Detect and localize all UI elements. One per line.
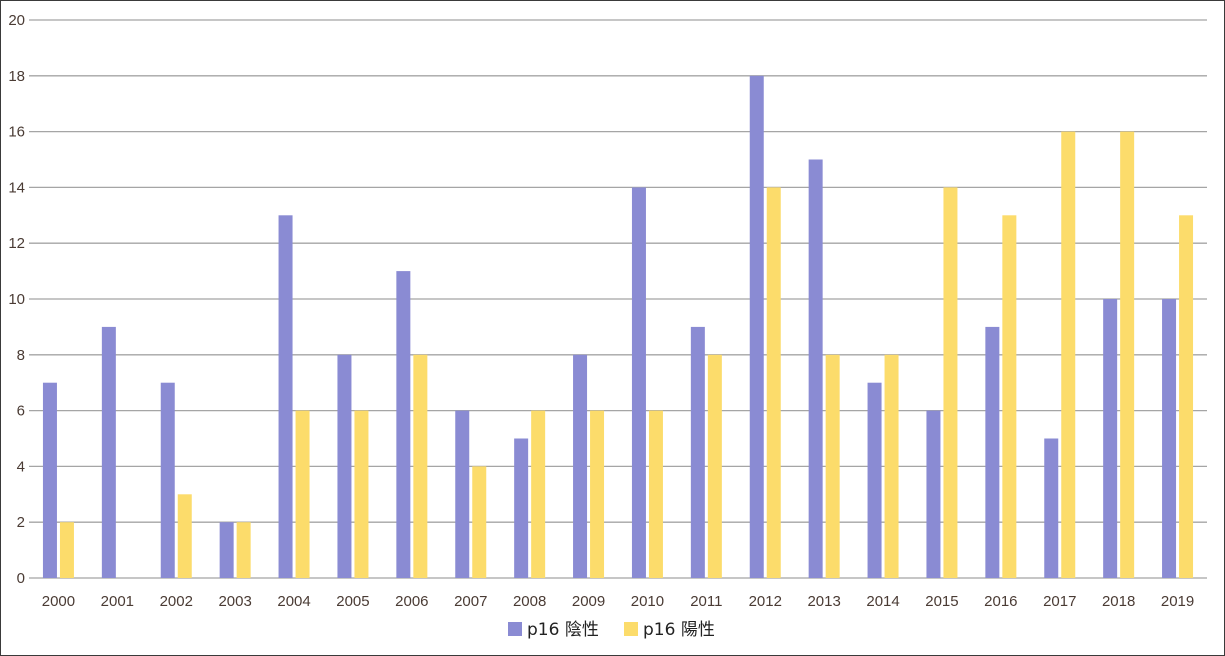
bar-p16-positive-2004 xyxy=(295,410,310,578)
bar-p16-positive-2006 xyxy=(413,354,428,578)
bar-p16-positive-2016 xyxy=(1002,215,1017,579)
x-tick-label: 2005 xyxy=(336,593,369,610)
bar-p16-positive-2012 xyxy=(766,187,781,578)
x-tick-label: 2011 xyxy=(690,593,722,610)
bar-p16-positive-2002 xyxy=(177,494,192,578)
y-tick-label: 16 xyxy=(8,124,25,141)
bar-p16-negative-2006 xyxy=(396,271,411,578)
bar-p16-negative-2018 xyxy=(1103,299,1118,578)
bar-p16-positive-2013 xyxy=(825,354,840,578)
bar-p16-positive-2018 xyxy=(1120,131,1135,578)
y-tick-label: 20 xyxy=(8,12,25,29)
bar-p16-positive-2011 xyxy=(707,354,722,578)
bar-p16-positive-2003 xyxy=(236,522,251,578)
bar-p16-positive-2014 xyxy=(884,354,899,578)
bar-p16-negative-2016 xyxy=(985,326,1000,578)
bar-p16-negative-2007 xyxy=(455,410,470,578)
y-tick-label: 12 xyxy=(8,235,25,252)
x-tick-label: 2010 xyxy=(631,593,664,610)
bar-p16-negative-2003 xyxy=(219,522,234,578)
x-tick-label: 2009 xyxy=(572,593,605,610)
legend-label-p16-negative: p16 陰性 xyxy=(527,620,599,640)
bar-p16-negative-2010 xyxy=(631,187,646,578)
bar-p16-positive-2017 xyxy=(1061,131,1076,578)
x-tick-label: 2004 xyxy=(277,593,310,610)
bar-p16-negative-2008 xyxy=(514,438,529,578)
bar-p16-positive-2000 xyxy=(59,522,74,578)
bar-p16-negative-2004 xyxy=(278,215,293,579)
x-tick-label: 2007 xyxy=(454,593,487,610)
bar-p16-negative-2015 xyxy=(926,410,941,578)
y-tick-label: 14 xyxy=(8,179,25,196)
bar-p16-positive-2007 xyxy=(472,466,487,578)
bar-p16-positive-2015 xyxy=(943,187,958,578)
x-tick-label: 2008 xyxy=(513,593,546,610)
bar-p16-negative-2014 xyxy=(867,382,882,578)
bar-p16-positive-2019 xyxy=(1179,215,1194,579)
bars xyxy=(42,75,1194,579)
y-tick-label: 0 xyxy=(17,570,25,587)
x-axis-ticks: 2000 2001 2002 2003 2004 2005 2006 2007 2008 2009… xyxy=(42,593,1194,610)
x-tick-label: 2014 xyxy=(866,593,899,610)
x-tick-label: 2013 xyxy=(807,593,840,610)
bar-p16-positive-2009 xyxy=(590,410,605,578)
legend: p16 陰性 p16 陽性 xyxy=(508,620,715,640)
bar-p16-negative-2001 xyxy=(101,326,116,578)
gridlines xyxy=(29,19,1207,579)
bar-p16-positive-2005 xyxy=(354,410,369,578)
x-tick-label: 2018 xyxy=(1102,593,1135,610)
x-tick-label: 2001 xyxy=(101,593,134,610)
y-tick-label: 6 xyxy=(17,403,25,420)
bar-p16-negative-2005 xyxy=(337,354,352,578)
legend-swatch-p16-negative xyxy=(508,622,522,636)
bar-p16-positive-2010 xyxy=(648,410,663,578)
x-tick-label: 2019 xyxy=(1161,593,1194,610)
y-tick-label: 4 xyxy=(17,458,25,475)
legend-label-p16-positive: p16 陽性 xyxy=(643,620,715,640)
x-tick-label: 2012 xyxy=(749,593,782,610)
bar-p16-negative-2019 xyxy=(1162,299,1177,578)
y-tick-label: 18 xyxy=(8,68,25,85)
y-tick-label: 10 xyxy=(8,291,25,308)
y-axis-ticks: 0 2 4 6 8 10 12 14 16 18 20 xyxy=(8,12,25,587)
bar-p16-negative-2017 xyxy=(1044,438,1059,578)
bar-p16-negative-2013 xyxy=(808,159,823,578)
bar-p16-negative-2002 xyxy=(160,382,175,578)
bar-p16-positive-2008 xyxy=(531,410,546,578)
legend-swatch-p16-positive xyxy=(624,622,638,636)
x-tick-label: 2000 xyxy=(42,593,75,610)
y-tick-label: 2 xyxy=(17,514,25,531)
x-tick-label: 2016 xyxy=(984,593,1017,610)
bar-p16-negative-2012 xyxy=(749,75,764,579)
bar-p16-negative-2011 xyxy=(690,326,705,578)
x-tick-label: 2015 xyxy=(925,593,958,610)
bar-p16-negative-2009 xyxy=(573,354,588,578)
x-tick-label: 2017 xyxy=(1043,593,1076,610)
x-tick-label: 2006 xyxy=(395,593,428,610)
x-tick-label: 2003 xyxy=(218,593,251,610)
x-tick-label: 2002 xyxy=(160,593,193,610)
bar-p16-negative-2000 xyxy=(42,382,57,578)
y-tick-label: 8 xyxy=(17,347,25,364)
